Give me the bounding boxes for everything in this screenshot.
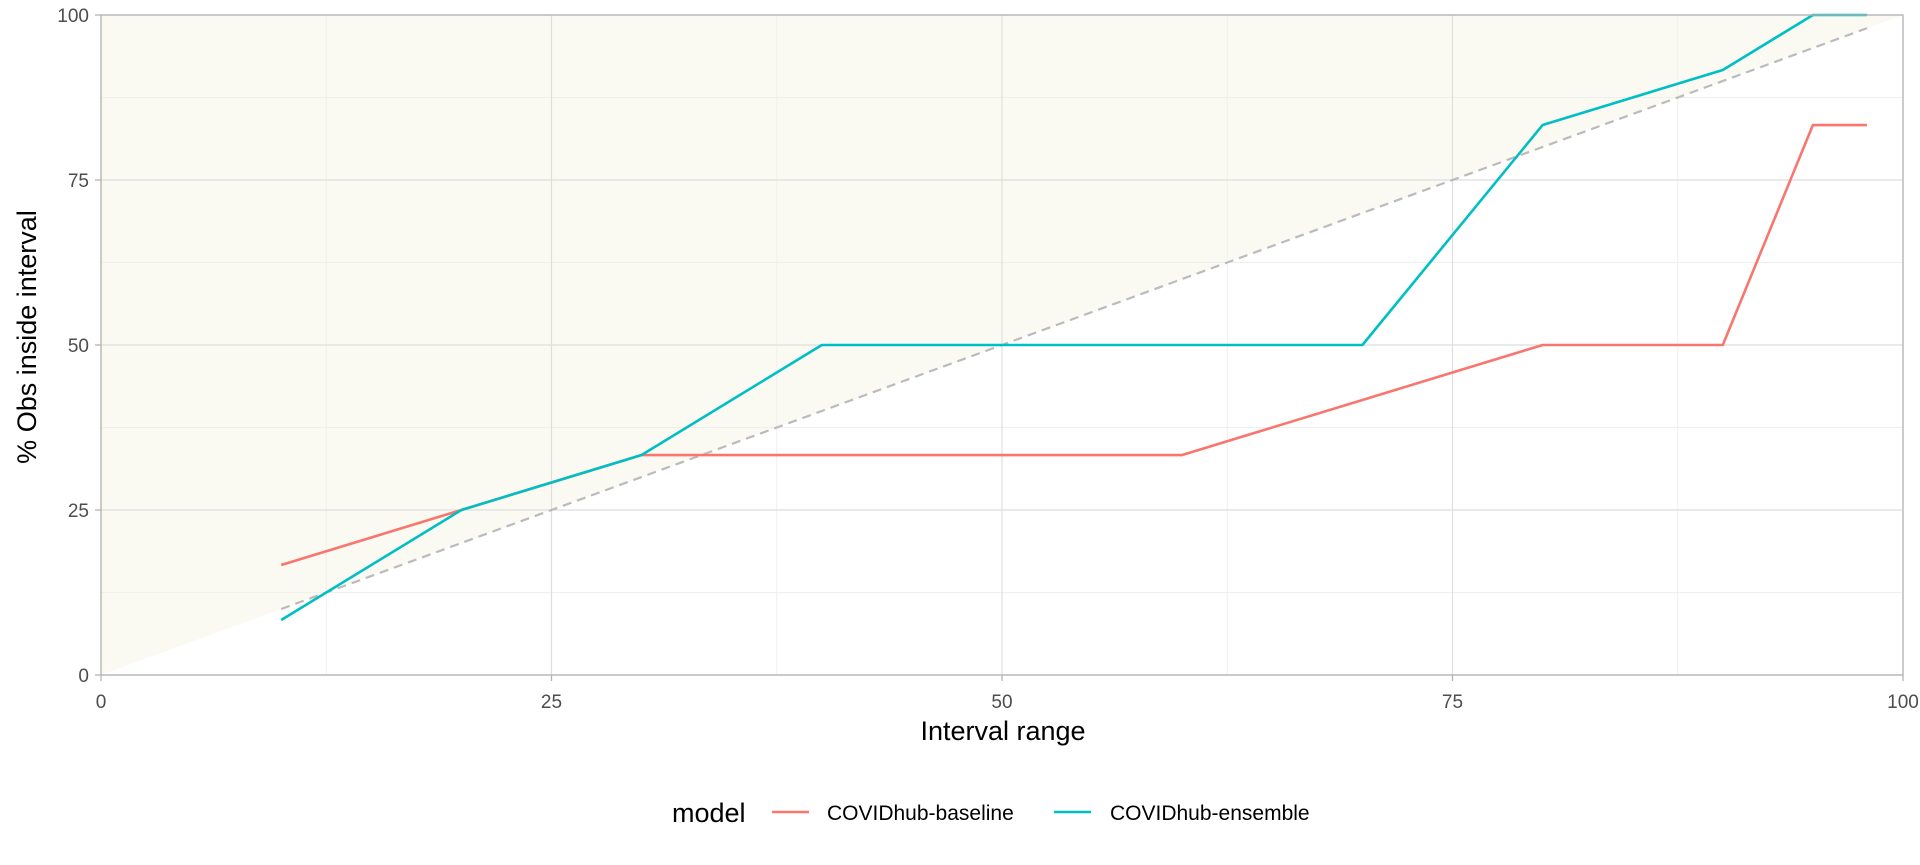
y-tick-label: 0 xyxy=(78,666,89,687)
legend-label-covidhub-ensemble: COVIDhub-ensemble xyxy=(1110,802,1310,825)
series-layer xyxy=(280,13,1867,622)
tick-label-layer: 0 25 50 75 100 0 25 50 75 100 xyxy=(57,6,1919,713)
y-tick-label: 50 xyxy=(68,336,89,357)
reference-diagonal-line xyxy=(280,27,1868,611)
axis-layer xyxy=(95,14,1904,681)
x-tick-label: 0 xyxy=(96,692,107,713)
series-line-covidhub-ensemble xyxy=(280,13,1867,622)
legend-title: model xyxy=(672,798,746,828)
y-axis-title: % Obs inside interval xyxy=(12,210,42,464)
legend: model COVIDhub-baseline COVIDhub-ensembl… xyxy=(672,798,1310,828)
x-axis-title: Interval range xyxy=(920,716,1085,746)
x-tick-label: 75 xyxy=(1442,692,1463,713)
reference-line-layer xyxy=(280,27,1868,611)
x-tick-label: 50 xyxy=(991,692,1012,713)
legend-label-covidhub-baseline: COVIDhub-baseline xyxy=(827,802,1014,825)
x-tick-label: 100 xyxy=(1887,692,1919,713)
y-tick-label: 75 xyxy=(68,171,89,192)
x-tick-label: 25 xyxy=(541,692,562,713)
y-tick-label: 100 xyxy=(57,6,89,27)
y-tick-label: 25 xyxy=(68,501,89,522)
